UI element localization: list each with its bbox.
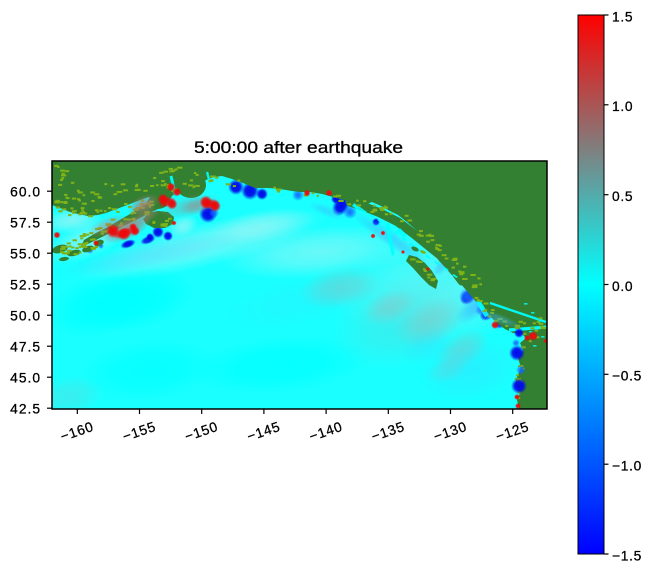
svg-text:−1.0: −1.0 bbox=[612, 459, 642, 474]
svg-text:45.0: 45.0 bbox=[10, 371, 41, 386]
svg-text:1.5: 1.5 bbox=[612, 9, 633, 24]
svg-text:57.5: 57.5 bbox=[10, 216, 41, 231]
svg-text:0.0: 0.0 bbox=[612, 279, 633, 294]
svg-text:60.0: 60.0 bbox=[10, 185, 41, 200]
svg-text:55.0: 55.0 bbox=[10, 247, 41, 262]
svg-text:52.5: 52.5 bbox=[10, 278, 41, 293]
svg-text:−1.5: −1.5 bbox=[612, 548, 642, 563]
svg-text:5:00:00 after earthquake: 5:00:00 after earthquake bbox=[194, 138, 403, 157]
svg-text:42.5: 42.5 bbox=[10, 402, 41, 417]
svg-text:−0.5: −0.5 bbox=[612, 369, 642, 384]
svg-text:1.0: 1.0 bbox=[612, 99, 633, 114]
svg-text:47.5: 47.5 bbox=[10, 340, 41, 355]
svg-text:0.5: 0.5 bbox=[612, 189, 633, 204]
svg-text:50.0: 50.0 bbox=[10, 309, 41, 324]
